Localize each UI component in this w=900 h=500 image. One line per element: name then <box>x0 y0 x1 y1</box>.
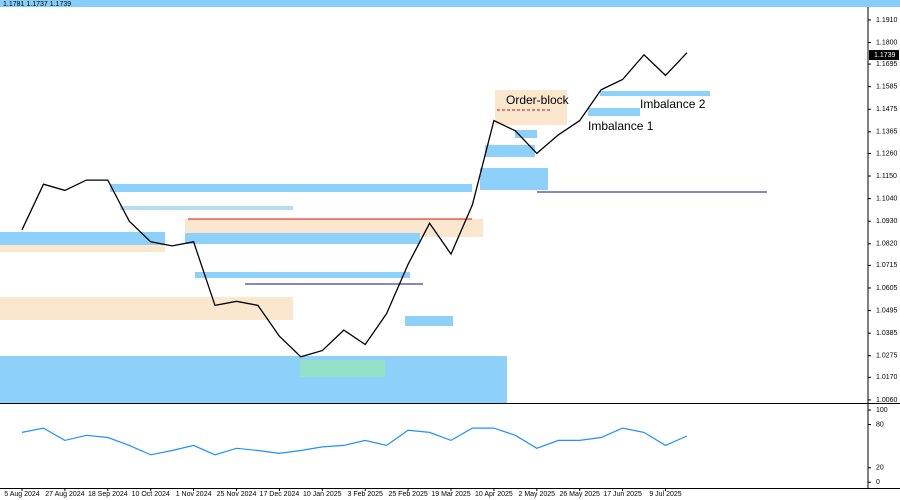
top-bar <box>0 0 900 7</box>
y-tick-label: 1.0495 <box>876 307 898 314</box>
y-tick-label: 1.1365 <box>876 129 898 136</box>
zone <box>495 90 567 125</box>
series-line <box>21 427 688 456</box>
zone <box>0 297 293 320</box>
annotation: Imbalance 1 <box>588 119 654 133</box>
zone <box>0 232 165 245</box>
x-tick-label: 18 Sep 2024 <box>88 491 128 498</box>
zone <box>0 245 165 252</box>
last-price-box <box>869 50 899 61</box>
x-tick-label: 19 Mar 2025 <box>431 491 470 498</box>
y-tick-label: 1.0275 <box>876 353 898 360</box>
zone <box>120 206 293 210</box>
annotation: Imbalance 2 <box>640 97 706 111</box>
zone <box>185 233 420 244</box>
y-tick-label: 1.0715 <box>876 262 898 269</box>
y-tick-label: 20 <box>876 465 884 472</box>
zone <box>480 168 548 190</box>
y-tick-label: 1.0820 <box>876 241 898 248</box>
annotation: Order-block <box>506 93 570 107</box>
zone <box>195 272 410 278</box>
y-tick-label: 1.0930 <box>876 218 898 225</box>
x-tick-label: 17 Jun 2025 <box>603 491 642 498</box>
x-tick-label: 3 Feb 2025 <box>347 491 383 498</box>
x-tick-label: 27 Aug 2024 <box>45 491 84 498</box>
zone <box>110 184 472 192</box>
x-tick-label: 25 Feb 2025 <box>388 491 427 498</box>
y-tick-label: 1.1475 <box>876 106 898 113</box>
y-tick-label: 100 <box>876 407 888 414</box>
x-tick-label: 26 May 2025 <box>559 491 600 498</box>
x-tick-label: 5 Aug 2024 <box>4 491 40 498</box>
x-tick-label: 10 Jan 2025 <box>303 491 342 498</box>
x-tick-label: 17 Dec 2024 <box>260 491 300 498</box>
x-tick-label: 25 Nov 2024 <box>217 491 257 498</box>
y-tick-label: 1.1910 <box>876 17 898 24</box>
zone <box>405 316 453 326</box>
y-tick-label: 1.1040 <box>876 195 898 202</box>
last-price-label: 1.1739 <box>874 52 896 59</box>
y-tick-label: 1.0605 <box>876 285 898 292</box>
quote: 1.1781 1.1737 1.1739 <box>3 1 71 8</box>
y-tick-label: 80 <box>876 421 884 428</box>
zone <box>600 91 710 96</box>
y-tick-label: 1.1260 <box>876 150 898 157</box>
y-tick-label: 1.0170 <box>876 374 898 381</box>
y-tick-label: 0 <box>876 479 880 486</box>
y-tick-label: 1.0385 <box>876 330 898 337</box>
zone <box>300 360 385 377</box>
series-line <box>21 52 688 358</box>
x-tick-label: 9 Jul 2025 <box>649 491 681 498</box>
x-tick-label: 10 Apr 2025 <box>475 491 513 498</box>
y-tick-label: 1.1150 <box>876 173 897 180</box>
zone <box>515 130 537 138</box>
zone <box>588 108 640 116</box>
y-tick-label: 1.1800 <box>876 39 898 46</box>
zones <box>0 90 767 403</box>
x-tick-label: 2 May 2025 <box>519 491 556 498</box>
x-tick-label: 1 Nov 2024 <box>176 491 212 498</box>
y-tick-label: 1.1695 <box>876 61 898 68</box>
zone <box>0 356 507 403</box>
zone <box>185 219 483 237</box>
zone <box>485 145 535 157</box>
y-tick-label: 1.1585 <box>876 84 898 91</box>
x-tick-label: 10 Oct 2024 <box>132 491 170 498</box>
y-tick-label: 1.0060 <box>876 397 898 404</box>
